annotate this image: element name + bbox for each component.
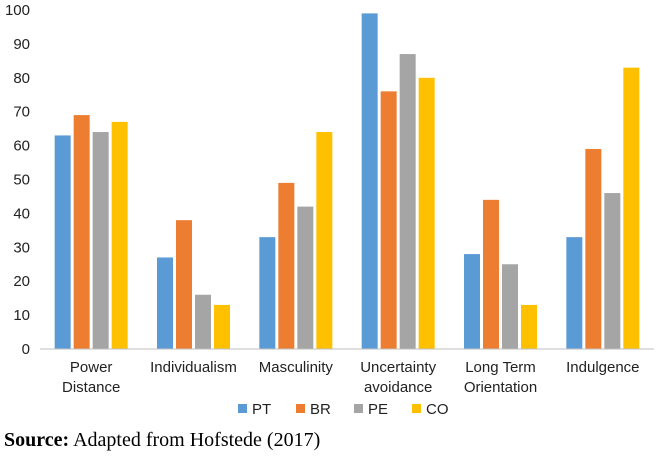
bar-pt [259, 237, 276, 349]
bar-br [483, 199, 499, 349]
bar-co [521, 304, 537, 349]
bar-co [214, 304, 230, 349]
source-text: Adapted from Hofstede (2017) [73, 429, 321, 451]
legend-label-pe: PE [368, 401, 388, 418]
y-tick-label: 20 [13, 273, 30, 290]
bar-br [73, 115, 90, 349]
x-tick-label: avoidance [364, 379, 432, 396]
bar-pt [157, 257, 173, 349]
y-tick-label: 60 [13, 138, 30, 155]
y-tick-label: 100 [5, 2, 30, 19]
bars [54, 13, 640, 350]
legend-swatch-br [296, 404, 305, 413]
legend-label-co: CO [426, 401, 449, 418]
legend-swatch-pt [238, 404, 247, 413]
bar-br [176, 220, 192, 349]
bar-pt [54, 135, 71, 349]
legend: PT BR PE CO [238, 401, 449, 418]
bar-pt [464, 254, 480, 349]
y-tick-label: 10 [13, 307, 30, 324]
legend-swatch-co [412, 404, 421, 413]
y-axis: 0 10 20 30 40 50 60 70 80 90 100 [5, 2, 30, 358]
x-axis: Power Distance Individualism Masculinity Unc… [40, 348, 654, 396]
x-tick-label: Long Term [465, 359, 536, 376]
bar-co [111, 121, 128, 350]
legend-label-pt: PT [252, 401, 271, 418]
x-tick-label: Masculinity [259, 359, 334, 376]
y-tick-label: 30 [13, 239, 30, 256]
bar-pe [399, 54, 416, 349]
bar-br [380, 91, 397, 350]
y-tick-label: 40 [13, 205, 30, 222]
x-tick-label: Orientation [464, 379, 537, 396]
x-tick-label: Power [70, 359, 113, 376]
x-tick-label: Indulgence [566, 359, 639, 376]
bar-pe [502, 264, 518, 349]
x-tick-label: Uncertainty [360, 359, 436, 376]
y-tick-label: 70 [13, 104, 30, 121]
bar-co [623, 67, 640, 349]
y-tick-label: 0 [22, 341, 30, 358]
bar-br [278, 182, 295, 349]
bar-pt [566, 237, 583, 349]
x-tick-label: Distance [62, 379, 120, 396]
bar-co [418, 77, 435, 350]
bar-pe [195, 294, 211, 349]
bar-pe [604, 193, 621, 349]
source-note: Source: Adapted from Hofstede (2017) [4, 429, 320, 452]
y-tick-label: 90 [13, 36, 30, 53]
y-tick-label: 80 [13, 70, 30, 87]
legend-swatch-pe [354, 404, 363, 413]
bar-pt [361, 13, 378, 349]
y-tick-label: 50 [13, 172, 30, 189]
bar-pe [297, 206, 314, 349]
bar-pe [92, 132, 109, 349]
x-tick-label: Individualism [150, 359, 237, 376]
bar-br [585, 148, 602, 349]
bar-chart: 0 10 20 30 40 50 60 70 80 90 100 Power Distance Indi… [5, 2, 654, 418]
source-label: Source: [4, 429, 70, 451]
legend-label-br: BR [310, 401, 331, 418]
bar-co [316, 132, 333, 349]
